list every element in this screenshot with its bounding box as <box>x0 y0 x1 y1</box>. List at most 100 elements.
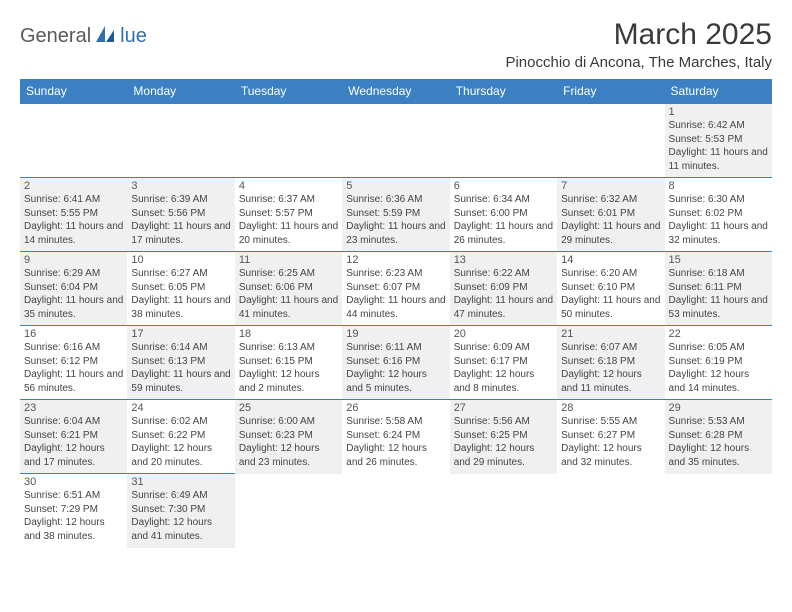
calendar-day-cell: 4Sunrise: 6:37 AMSunset: 5:57 PMDaylight… <box>235 178 342 252</box>
sunrise-text: Sunrise: 6:42 AM <box>669 119 768 133</box>
sunrise-text: Sunrise: 6:11 AM <box>346 341 445 355</box>
calendar-day-cell: 15Sunrise: 6:18 AMSunset: 6:11 PMDayligh… <box>665 252 772 326</box>
sunrise-text: Sunrise: 6:36 AM <box>346 193 445 207</box>
calendar-day-cell: 26Sunrise: 5:58 AMSunset: 6:24 PMDayligh… <box>342 400 449 474</box>
daylight-text: Daylight: 12 hours and 41 minutes. <box>131 516 230 543</box>
calendar-day-cell <box>342 474 449 548</box>
sunset-text: Sunset: 6:24 PM <box>346 429 445 443</box>
sunrise-text: Sunrise: 6:49 AM <box>131 489 230 503</box>
day-number: 23 <box>24 402 123 414</box>
day-number: 18 <box>239 328 338 340</box>
sunset-text: Sunset: 6:12 PM <box>24 355 123 369</box>
calendar-day-cell <box>450 104 557 178</box>
daylight-text: Daylight: 12 hours and 35 minutes. <box>669 442 768 469</box>
day-number: 6 <box>454 180 553 192</box>
sunset-text: Sunset: 6:00 PM <box>454 207 553 221</box>
sunrise-text: Sunrise: 6:20 AM <box>561 267 660 281</box>
sunset-text: Sunset: 6:25 PM <box>454 429 553 443</box>
calendar-day-cell <box>20 104 127 178</box>
daylight-text: Daylight: 11 hours and 32 minutes. <box>669 220 768 247</box>
daylight-text: Daylight: 12 hours and 32 minutes. <box>561 442 660 469</box>
sunset-text: Sunset: 7:29 PM <box>24 503 123 517</box>
sunrise-text: Sunrise: 6:05 AM <box>669 341 768 355</box>
calendar-day-cell: 2Sunrise: 6:41 AMSunset: 5:55 PMDaylight… <box>20 178 127 252</box>
day-number: 26 <box>346 402 445 414</box>
day-info: Sunrise: 6:04 AMSunset: 6:21 PMDaylight:… <box>24 415 123 469</box>
calendar-day-cell <box>127 104 234 178</box>
sunset-text: Sunset: 6:17 PM <box>454 355 553 369</box>
calendar-day-cell: 10Sunrise: 6:27 AMSunset: 6:05 PMDayligh… <box>127 252 234 326</box>
day-number: 2 <box>24 180 123 192</box>
sunrise-text: Sunrise: 6:30 AM <box>669 193 768 207</box>
daylight-text: Daylight: 12 hours and 20 minutes. <box>131 442 230 469</box>
sunset-text: Sunset: 5:53 PM <box>669 133 768 147</box>
day-number: 16 <box>24 328 123 340</box>
calendar-day-cell: 28Sunrise: 5:55 AMSunset: 6:27 PMDayligh… <box>557 400 664 474</box>
calendar-day-cell: 14Sunrise: 6:20 AMSunset: 6:10 PMDayligh… <box>557 252 664 326</box>
sunrise-text: Sunrise: 6:34 AM <box>454 193 553 207</box>
day-number: 22 <box>669 328 768 340</box>
sunrise-text: Sunrise: 6:25 AM <box>239 267 338 281</box>
sunrise-text: Sunrise: 5:56 AM <box>454 415 553 429</box>
calendar-day-cell <box>557 104 664 178</box>
sunset-text: Sunset: 6:04 PM <box>24 281 123 295</box>
daylight-text: Daylight: 12 hours and 8 minutes. <box>454 368 553 395</box>
calendar-day-cell: 16Sunrise: 6:16 AMSunset: 6:12 PMDayligh… <box>20 326 127 400</box>
daylight-text: Daylight: 12 hours and 38 minutes. <box>24 516 123 543</box>
sunset-text: Sunset: 6:07 PM <box>346 281 445 295</box>
calendar-day-cell: 7Sunrise: 6:32 AMSunset: 6:01 PMDaylight… <box>557 178 664 252</box>
day-info: Sunrise: 6:00 AMSunset: 6:23 PMDaylight:… <box>239 415 338 469</box>
day-info: Sunrise: 6:02 AMSunset: 6:22 PMDaylight:… <box>131 415 230 469</box>
day-number: 9 <box>24 254 123 266</box>
sunrise-text: Sunrise: 6:37 AM <box>239 193 338 207</box>
day-number: 20 <box>454 328 553 340</box>
day-info: Sunrise: 6:36 AMSunset: 5:59 PMDaylight:… <box>346 193 445 247</box>
sunset-text: Sunset: 7:30 PM <box>131 503 230 517</box>
day-info: Sunrise: 6:30 AMSunset: 6:02 PMDaylight:… <box>669 193 768 247</box>
day-number: 24 <box>131 402 230 414</box>
sunset-text: Sunset: 6:05 PM <box>131 281 230 295</box>
sunset-text: Sunset: 6:27 PM <box>561 429 660 443</box>
calendar-table: Sunday Monday Tuesday Wednesday Thursday… <box>20 79 772 548</box>
logo-text-general: General <box>20 25 91 48</box>
day-number: 30 <box>24 476 123 488</box>
day-number: 1 <box>669 106 768 118</box>
day-info: Sunrise: 6:25 AMSunset: 6:06 PMDaylight:… <box>239 267 338 321</box>
calendar-day-cell: 31Sunrise: 6:49 AMSunset: 7:30 PMDayligh… <box>127 474 234 548</box>
day-info: Sunrise: 6:37 AMSunset: 5:57 PMDaylight:… <box>239 193 338 247</box>
calendar-day-cell: 24Sunrise: 6:02 AMSunset: 6:22 PMDayligh… <box>127 400 234 474</box>
daylight-text: Daylight: 11 hours and 26 minutes. <box>454 220 553 247</box>
sunrise-text: Sunrise: 6:32 AM <box>561 193 660 207</box>
sunset-text: Sunset: 6:02 PM <box>669 207 768 221</box>
day-info: Sunrise: 5:58 AMSunset: 6:24 PMDaylight:… <box>346 415 445 469</box>
sunrise-text: Sunrise: 6:02 AM <box>131 415 230 429</box>
calendar-day-cell: 1Sunrise: 6:42 AMSunset: 5:53 PMDaylight… <box>665 104 772 178</box>
calendar-day-cell: 5Sunrise: 6:36 AMSunset: 5:59 PMDaylight… <box>342 178 449 252</box>
sunrise-text: Sunrise: 6:39 AM <box>131 193 230 207</box>
calendar-day-cell: 21Sunrise: 6:07 AMSunset: 6:18 PMDayligh… <box>557 326 664 400</box>
sunrise-text: Sunrise: 6:22 AM <box>454 267 553 281</box>
sunrise-text: Sunrise: 5:58 AM <box>346 415 445 429</box>
day-number: 25 <box>239 402 338 414</box>
calendar-day-cell: 20Sunrise: 6:09 AMSunset: 6:17 PMDayligh… <box>450 326 557 400</box>
calendar-day-cell: 25Sunrise: 6:00 AMSunset: 6:23 PMDayligh… <box>235 400 342 474</box>
calendar-day-cell <box>450 474 557 548</box>
title-block: March 2025 Pinocchio di Ancona, The Marc… <box>505 18 772 71</box>
sunset-text: Sunset: 6:10 PM <box>561 281 660 295</box>
daylight-text: Daylight: 11 hours and 56 minutes. <box>24 368 123 395</box>
calendar-day-cell: 30Sunrise: 6:51 AMSunset: 7:29 PMDayligh… <box>20 474 127 548</box>
day-header-row: Sunday Monday Tuesday Wednesday Thursday… <box>20 79 772 104</box>
daylight-text: Daylight: 12 hours and 5 minutes. <box>346 368 445 395</box>
daylight-text: Daylight: 11 hours and 50 minutes. <box>561 294 660 321</box>
day-header: Wednesday <box>342 79 449 104</box>
day-number: 14 <box>561 254 660 266</box>
day-number: 7 <box>561 180 660 192</box>
sunset-text: Sunset: 6:09 PM <box>454 281 553 295</box>
calendar-day-cell: 12Sunrise: 6:23 AMSunset: 6:07 PMDayligh… <box>342 252 449 326</box>
sunrise-text: Sunrise: 6:23 AM <box>346 267 445 281</box>
calendar-day-cell: 13Sunrise: 6:22 AMSunset: 6:09 PMDayligh… <box>450 252 557 326</box>
day-info: Sunrise: 5:55 AMSunset: 6:27 PMDaylight:… <box>561 415 660 469</box>
daylight-text: Daylight: 12 hours and 29 minutes. <box>454 442 553 469</box>
day-header: Thursday <box>450 79 557 104</box>
daylight-text: Daylight: 12 hours and 23 minutes. <box>239 442 338 469</box>
